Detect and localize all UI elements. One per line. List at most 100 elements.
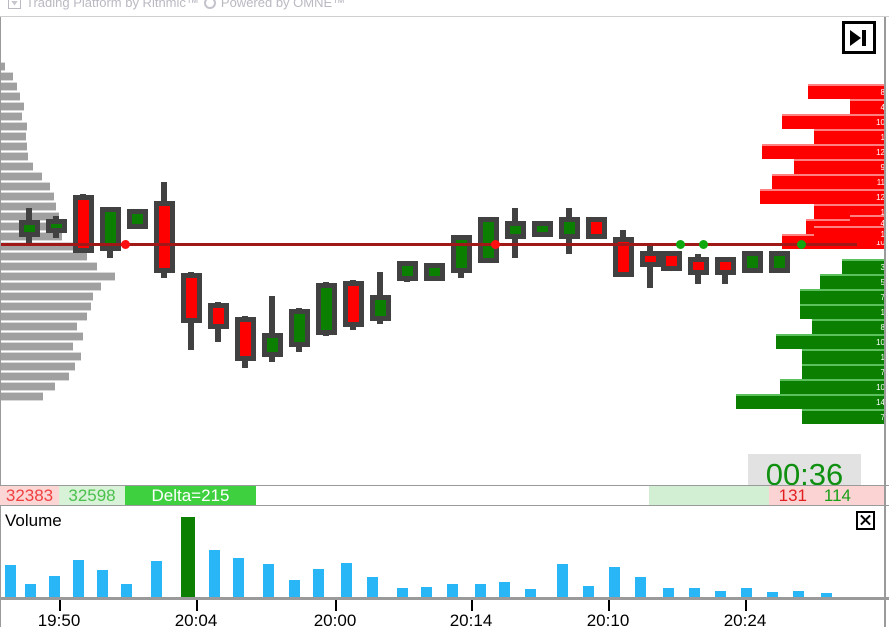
volume-profile-bar (1, 162, 33, 171)
volume-profile-bar (1, 342, 73, 351)
candle-body[interactable] (46, 219, 67, 233)
candle-body[interactable] (73, 195, 94, 253)
chart-canvas[interactable]: 84101129111218104135718101710147 (1, 17, 889, 485)
volume-bar (341, 563, 352, 597)
dom-ladder-bid-bar[interactable]: 14 (736, 394, 886, 409)
candle-body[interactable] (208, 303, 229, 329)
volume-profile-bar (1, 352, 81, 361)
candle-body[interactable] (154, 201, 175, 273)
dom-quantity-label: 7 (880, 292, 885, 302)
candle-body[interactable] (640, 251, 661, 267)
candle-body[interactable] (316, 283, 337, 335)
trade-marker-dot (699, 240, 708, 249)
volume-bar (367, 577, 378, 597)
bar-countdown-timer: 00:36 (748, 454, 861, 486)
volume-pane[interactable]: Volume (0, 505, 889, 600)
candle-body[interactable] (181, 273, 202, 323)
candle-body[interactable] (262, 333, 283, 357)
candle-body[interactable] (424, 263, 445, 281)
dom-quantity-label: 7 (880, 412, 885, 422)
volume-bar (793, 591, 804, 597)
title-text-secondary: Powered by OMNE™ (220, 0, 346, 10)
volume-profile-bar (1, 382, 55, 391)
volume-bar (525, 589, 536, 597)
ask-price-cell[interactable]: 32598 (59, 486, 125, 505)
candle-body[interactable] (505, 221, 526, 239)
dom-ladder-bid-bar[interactable]: 1 (800, 304, 886, 319)
candle-body[interactable] (235, 317, 256, 361)
candle-body[interactable] (397, 261, 418, 281)
countdown-value: 00:36 (765, 456, 844, 486)
trade-marker-dot (797, 240, 806, 249)
volume-profile-bar (1, 372, 69, 381)
dom-quantity-label: 8 (880, 87, 885, 97)
candle-body[interactable] (661, 251, 682, 271)
bid-price-cell[interactable]: 32383 (0, 486, 59, 505)
dom-ladder-ask-bar[interactable]: 4 (850, 99, 886, 114)
dom-ladder-bid-bar[interactable]: 3 (842, 259, 886, 274)
volume-pane-title: Volume (5, 511, 62, 530)
dom-ladder-ask-bar[interactable]: 10 (782, 114, 886, 129)
dom-ladder-bid-bar[interactable]: 1 (802, 349, 886, 364)
skip-to-end-icon (850, 29, 868, 47)
volume-bar (5, 565, 16, 597)
dom-ladder-bid-bar[interactable]: 8 (812, 319, 886, 334)
time-axis-tick (335, 600, 337, 611)
dom-ladder-ask-bar[interactable]: 11 (772, 174, 886, 189)
candle-body[interactable] (127, 209, 148, 229)
price-chart-pane[interactable]: 84101129111218104135718101710147 00:36 (0, 17, 889, 486)
candle-body[interactable] (769, 251, 790, 273)
volume-profile-bar (1, 92, 20, 101)
dom-ladder-ask-bar[interactable]: 12 (762, 144, 886, 159)
dom-ladder-ask-bar[interactable]: 12 (760, 189, 886, 204)
dom-ladder-bid-bar[interactable]: 7 (800, 289, 886, 304)
volume-profile-bar (1, 272, 115, 281)
dom-quantity-label: 10 (876, 337, 885, 347)
time-axis-label: 20:04 (174, 611, 218, 627)
volume-bar (289, 580, 300, 597)
volume-bar (447, 584, 458, 597)
dom-quantity-label: 1 (880, 132, 885, 142)
delta-cell[interactable]: Delta=215 (125, 486, 256, 505)
dom-ladder-ask-bar[interactable]: 9 (794, 159, 886, 174)
candle-body[interactable] (532, 221, 553, 237)
candle-body[interactable] (586, 217, 607, 239)
candle-body[interactable] (613, 237, 634, 277)
dom-ladder-bid-bar[interactable]: 7 (802, 409, 886, 424)
volume-bar (583, 586, 594, 597)
dom-ladder-bid-bar[interactable]: 10 (780, 379, 886, 394)
time-axis-tick (745, 600, 747, 611)
candle-body[interactable] (451, 235, 472, 273)
omne-circle-icon (203, 0, 216, 9)
volume-axis-line (1, 597, 889, 599)
dom-ladder-ask-bar[interactable]: 1 (814, 226, 886, 241)
dom-quantity-label: 12 (876, 192, 885, 202)
dom-ladder-bid-bar[interactable]: 7 (802, 364, 886, 379)
right-divider (884, 17, 886, 627)
candle-body[interactable] (742, 251, 763, 273)
candle-body[interactable] (289, 309, 310, 347)
candle-body[interactable] (19, 220, 40, 237)
close-x-icon[interactable] (856, 511, 875, 530)
volume-bar (663, 588, 674, 597)
volume-profile-bar (1, 102, 24, 111)
go-to-latest-button[interactable] (842, 21, 876, 54)
candle-body[interactable] (559, 217, 580, 239)
dom-ladder-ask-bar[interactable]: 1 (814, 129, 886, 144)
dom-quantity-label: 1 (880, 307, 885, 317)
dom-ladder-ask-bar[interactable]: 8 (808, 84, 886, 99)
candle-body[interactable] (370, 295, 391, 321)
candle-body[interactable] (100, 207, 121, 251)
dom-ladder-bid-bar[interactable]: 5 (820, 274, 886, 289)
volume-bar (209, 550, 220, 597)
candle-body[interactable] (343, 281, 364, 327)
dom-quantity-label: 10 (876, 237, 885, 247)
dom-ladder-bid-bar[interactable]: 10 (776, 334, 886, 349)
dom-quantity-label: 3 (880, 262, 885, 272)
candle-body[interactable] (715, 257, 736, 275)
volume-profile-bar (1, 72, 13, 81)
candle-body[interactable] (688, 257, 709, 275)
dom-quantity-label: 8 (880, 322, 885, 332)
window-titlebar: Trading Platform by Rithmic™ Powered by … (0, 0, 889, 17)
time-axis-label: 20:00 (313, 611, 357, 627)
